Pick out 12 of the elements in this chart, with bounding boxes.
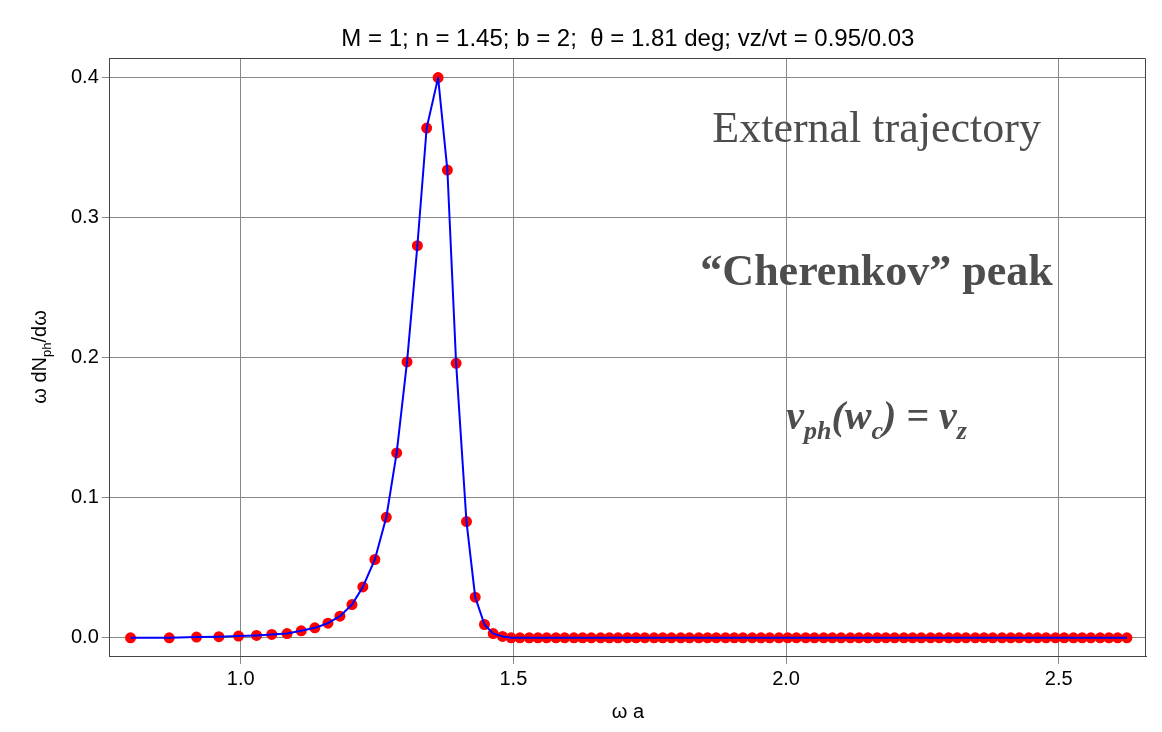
x-tick-label: 1.5: [499, 666, 528, 689]
y-tick-label: 0.4: [70, 65, 99, 88]
x-tick-label: 1.0: [226, 666, 255, 689]
x-tick-label: 2.5: [1044, 666, 1073, 689]
y-tick-label: 0.1: [70, 485, 99, 508]
x-tick-label: 2.0: [772, 666, 800, 689]
y-tick-label: 0.0: [70, 625, 99, 648]
chart-title: M = 1; n = 1.45; b = 2; θ = 1.81 deg; vz/vt = 0.95/0.03: [341, 24, 915, 51]
y-tick-label: 0.2: [70, 345, 99, 368]
y-axis-title: ω dNph/dω: [28, 310, 54, 404]
y-tick-label: 0.3: [70, 205, 99, 228]
x-axis-title: ω a: [611, 700, 645, 722]
